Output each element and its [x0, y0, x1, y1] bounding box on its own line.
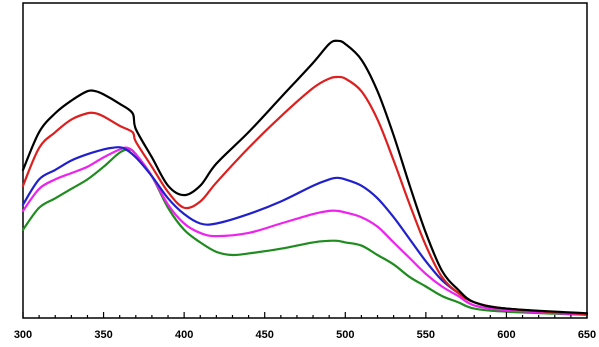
x-tick-label: 350: [94, 329, 112, 341]
series-line-black: [21, 39, 589, 315]
x-tick-label: 400: [175, 329, 193, 341]
x-tick-label: 550: [417, 329, 435, 341]
series-layer: [21, 39, 589, 316]
x-tick-label: 500: [336, 329, 354, 341]
x-tick-label: 600: [497, 329, 515, 341]
x-tick-label: 450: [256, 329, 274, 341]
x-tick-label: 300: [14, 329, 32, 341]
plot-area-frame: [22, 2, 588, 319]
series-line-green: [21, 148, 589, 316]
x-axis-ticks: [22, 312, 588, 318]
series-line-magenta: [21, 146, 589, 316]
series-line-blue: [21, 146, 589, 316]
series-line-red: [21, 75, 589, 316]
x-tick-label: 650: [578, 329, 596, 341]
x-axis-tick-labels: 300 350 400 450 500 550 600 650: [14, 329, 596, 341]
